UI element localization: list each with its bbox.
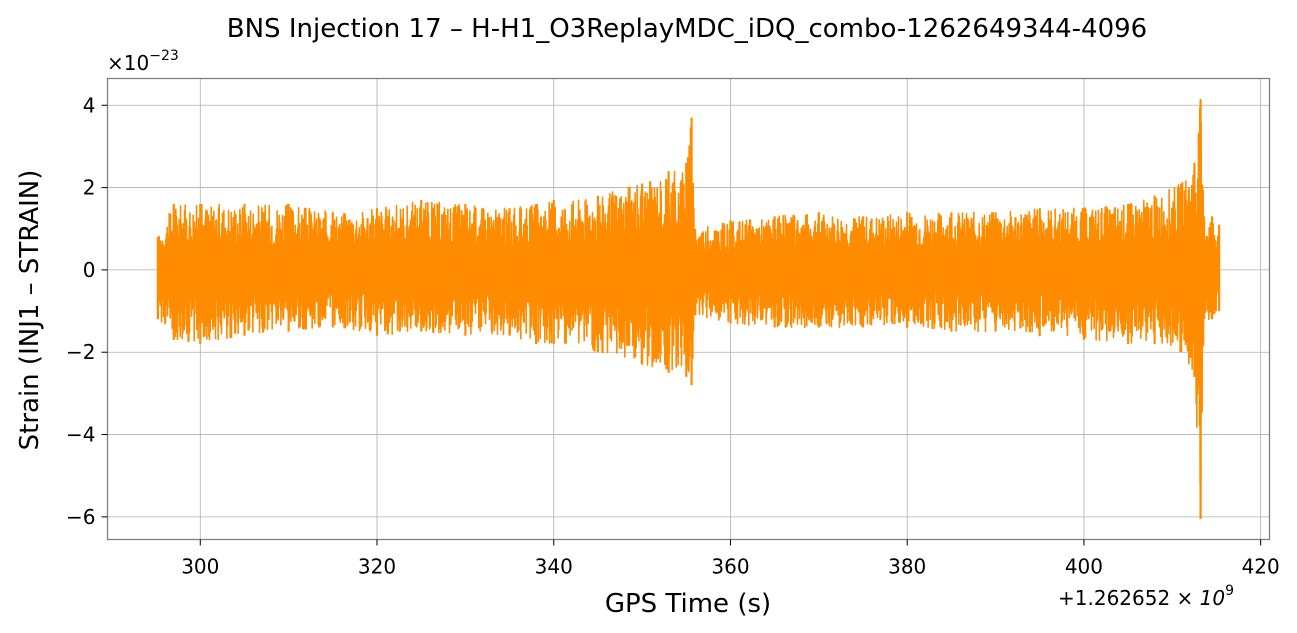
y-scale-label: ×10−23	[107, 48, 179, 75]
x-offset-times: × 10	[1170, 586, 1225, 610]
y-tick-label: −2	[66, 340, 95, 364]
y-tick-label: 0	[83, 258, 96, 282]
y-axis-ticks: −6 −4 −2 0 2 4	[66, 93, 108, 529]
y-tick-label: −6	[66, 505, 95, 529]
x-offset-label: +1.262652 × 109	[1058, 583, 1234, 610]
y-scale-exponent: −23	[149, 48, 179, 64]
x-tick-label: 420	[1242, 555, 1280, 579]
x-offset-exponent: 9	[1225, 583, 1234, 599]
x-tick-label: 380	[888, 555, 926, 579]
x-offset-value: +1.262652	[1058, 586, 1170, 610]
series-layer	[156, 99, 1221, 519]
x-tick-label: 320	[358, 555, 396, 579]
x-axis-ticks: 300 320 340 360 380 400 420	[181, 539, 1280, 579]
y-scale-base: ×10	[107, 51, 149, 75]
y-tick-label: 2	[83, 176, 96, 200]
x-axis-label: GPS Time (s)	[605, 589, 771, 619]
y-axis-label: Strain (INJ1 – STRAIN)	[15, 170, 45, 451]
x-tick-label: 300	[181, 555, 219, 579]
y-tick-label: 4	[83, 93, 96, 117]
strain-series-line	[157, 106, 1220, 491]
y-tick-label: −4	[66, 423, 95, 447]
chart-title: BNS Injection 17 – H-H1_O3ReplayMDC_iDQ_…	[227, 14, 1147, 44]
x-tick-label: 340	[535, 555, 573, 579]
x-tick-label: 360	[711, 555, 749, 579]
strain-series-peaks	[156, 99, 1221, 519]
plot-frame	[106, 77, 1271, 541]
x-tick-label: 400	[1065, 555, 1103, 579]
